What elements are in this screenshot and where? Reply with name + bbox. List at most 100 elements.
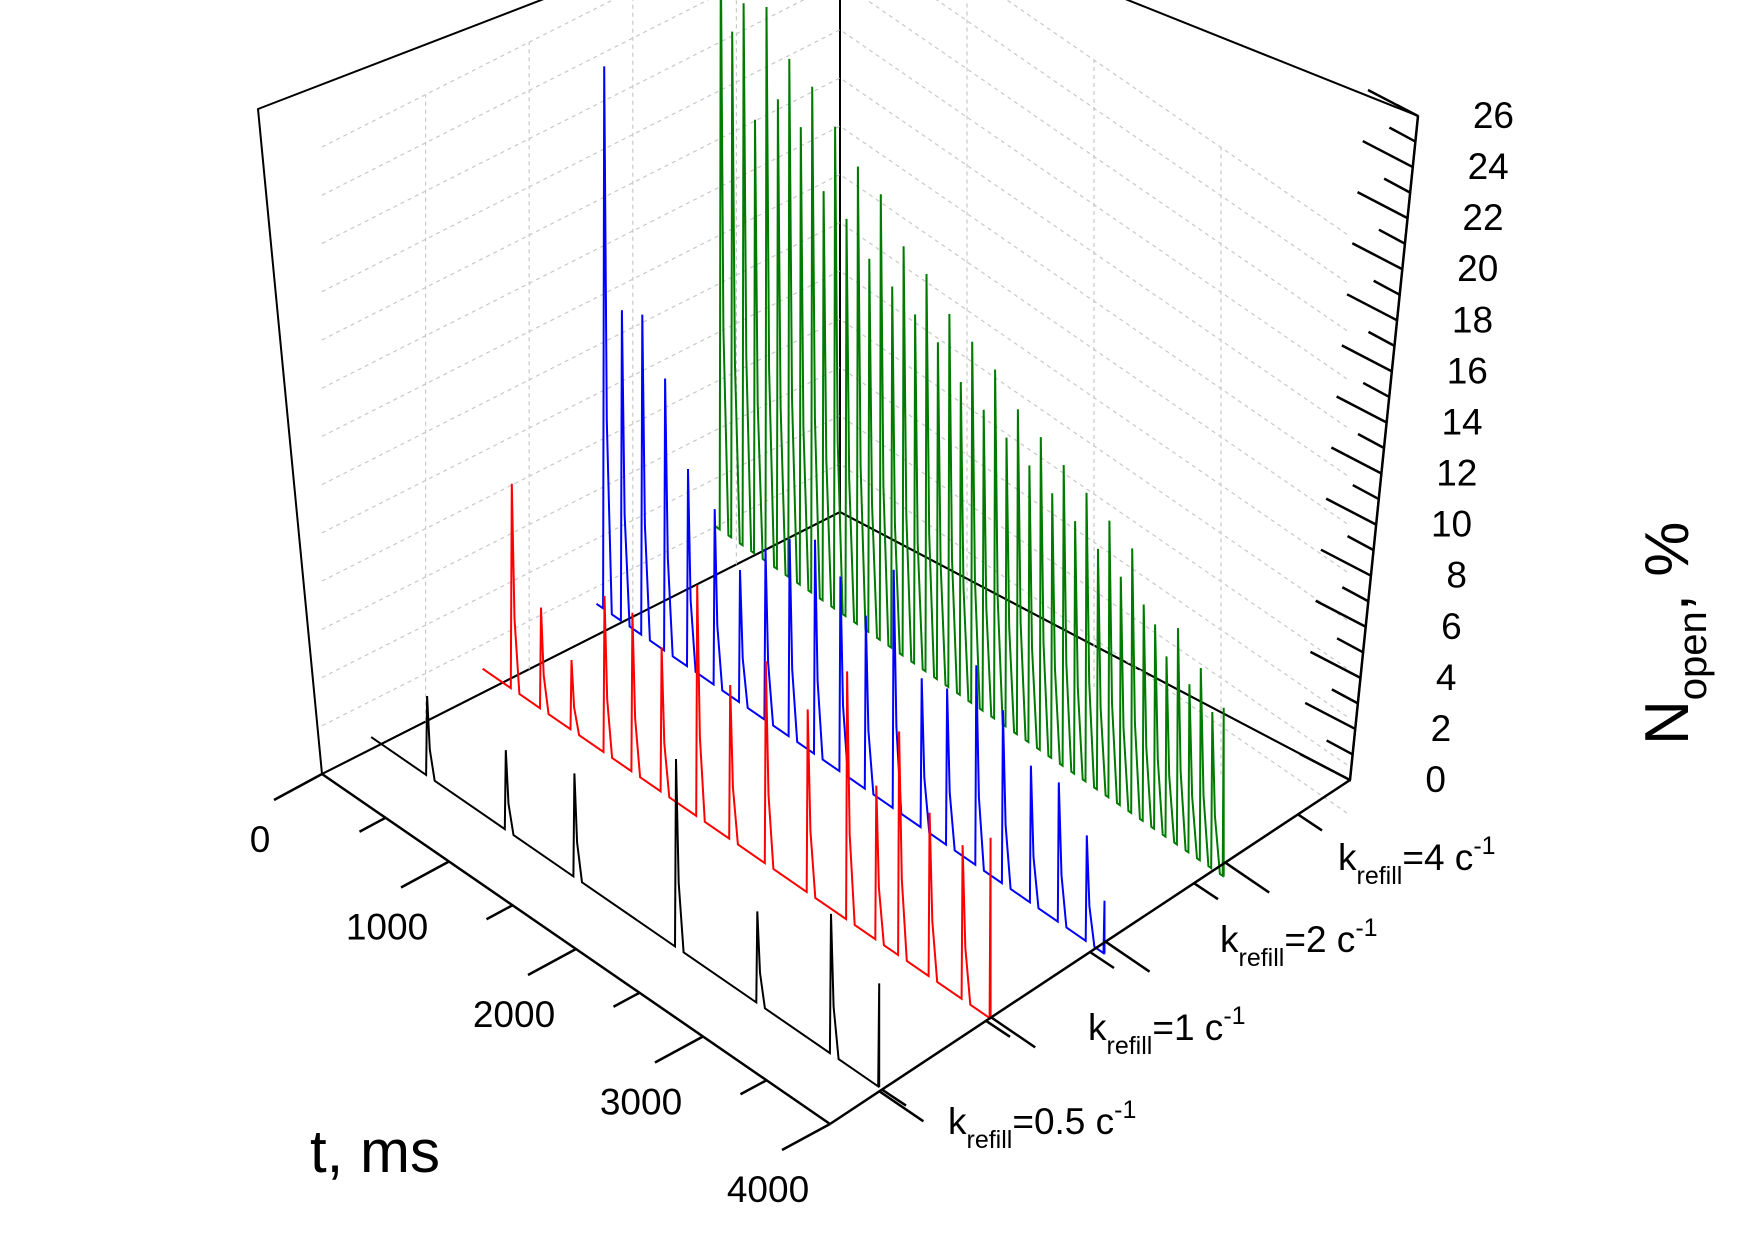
series-minor-tick bbox=[985, 1019, 1011, 1038]
x-tick-label: 2000 bbox=[473, 994, 555, 1035]
series-label-mid: =4 c bbox=[1402, 837, 1473, 878]
z-tick-label: 18 bbox=[1452, 299, 1493, 340]
z-tick bbox=[1325, 497, 1377, 526]
z-minor-tick bbox=[1341, 586, 1369, 603]
series-label-base: k bbox=[948, 1101, 967, 1142]
series-line bbox=[370, 695, 881, 1089]
z-tick-label: 20 bbox=[1457, 248, 1498, 289]
series-label-sup: -1 bbox=[1473, 832, 1495, 860]
series-tick bbox=[990, 1016, 1036, 1049]
series-label: krefill=2 c-1 bbox=[1220, 914, 1378, 972]
x-minor-tick bbox=[739, 1079, 768, 1096]
z-minor-tick bbox=[1362, 381, 1390, 399]
z-tick bbox=[1351, 242, 1403, 271]
z-minor-tick bbox=[1367, 330, 1396, 347]
z-axis-title-sub: open bbox=[1671, 611, 1715, 700]
x-tick-label: 4000 bbox=[727, 1169, 809, 1210]
series-minor-tick bbox=[1297, 813, 1323, 832]
grid-line bbox=[321, 28, 1349, 381]
x-minor-tick bbox=[612, 991, 641, 1008]
z-tick-label: 6 bbox=[1441, 606, 1462, 647]
z-tick-label: 4 bbox=[1436, 657, 1457, 698]
grid-line bbox=[321, 270, 1349, 622]
grid-line bbox=[321, 0, 1349, 284]
grid-line bbox=[321, 414, 1349, 767]
z-tick-label: 8 bbox=[1446, 555, 1467, 596]
z-tick bbox=[1341, 344, 1393, 373]
series-label-mid: =1 c bbox=[1152, 1007, 1223, 1048]
z-minor-tick bbox=[1383, 177, 1411, 194]
grid-line bbox=[321, 173, 1349, 525]
grid-line bbox=[321, 366, 1349, 718]
series-label-base: k bbox=[1220, 919, 1239, 960]
series-label-base: k bbox=[1338, 837, 1357, 878]
z-tick bbox=[1362, 139, 1414, 169]
z-axis-title: Nopen, % bbox=[1633, 522, 1715, 745]
z-minor-tick bbox=[1378, 228, 1406, 245]
z-tick bbox=[1367, 88, 1419, 118]
series-minor-tick bbox=[881, 1088, 907, 1107]
z-tick bbox=[1315, 599, 1367, 628]
series-label: krefill=1 c-1 bbox=[1088, 1002, 1246, 1060]
z-tick-label: 12 bbox=[1436, 453, 1477, 494]
z-minor-tick bbox=[1346, 535, 1375, 552]
series-label-sub: refill bbox=[967, 1126, 1013, 1154]
z-minor-tick bbox=[1373, 279, 1401, 296]
series-layer bbox=[370, 0, 1225, 1089]
z-tick-label: 14 bbox=[1441, 401, 1482, 442]
z-tick bbox=[1356, 191, 1409, 220]
grid-lines bbox=[321, 0, 1349, 815]
x-tick bbox=[273, 772, 323, 802]
grid-line bbox=[321, 318, 1349, 670]
z-tick bbox=[1336, 395, 1388, 424]
z-minor-tick bbox=[1331, 688, 1359, 705]
z-tick bbox=[1346, 293, 1398, 322]
x-axis-title: t, ms bbox=[310, 1118, 440, 1185]
z-tick-label: 24 bbox=[1468, 146, 1509, 187]
series-label-sup: -1 bbox=[1355, 914, 1377, 942]
x-tick-label: 0 bbox=[250, 819, 271, 860]
z-minor-tick bbox=[1336, 637, 1364, 654]
grid-line bbox=[321, 0, 1349, 236]
series-label-mid: =0.5 c bbox=[1012, 1101, 1114, 1142]
z-tick-label: 26 bbox=[1473, 95, 1514, 136]
series-label: krefill=0.5 c-1 bbox=[948, 1096, 1136, 1154]
z-tick bbox=[1299, 752, 1351, 782]
x-tick-label: 3000 bbox=[600, 1082, 682, 1123]
z-tick-label: 16 bbox=[1447, 350, 1488, 391]
series-label-sub: refill bbox=[1239, 944, 1285, 972]
series-line bbox=[482, 483, 992, 1020]
x-tick-label: 1000 bbox=[346, 907, 428, 948]
grid-line bbox=[321, 463, 1349, 815]
z-tick-label: 0 bbox=[1425, 759, 1446, 800]
x-minor-tick bbox=[358, 816, 387, 833]
z-axis-title-main: N bbox=[1633, 700, 1702, 745]
x-tick bbox=[654, 1035, 704, 1064]
grid-line bbox=[321, 125, 1349, 477]
series-label: krefill=4 c-1 bbox=[1338, 832, 1496, 890]
z-tick-label: 2 bbox=[1431, 708, 1452, 749]
back-floor-edge-left bbox=[321, 511, 841, 775]
x-tick bbox=[527, 947, 577, 977]
series-line bbox=[715, 0, 1225, 878]
z-tick-label: 22 bbox=[1462, 197, 1503, 238]
z-axis-title-suffix: , % bbox=[1633, 522, 1702, 612]
series-tick bbox=[1104, 940, 1151, 973]
series-minor-tick bbox=[1193, 882, 1219, 901]
grid-line bbox=[321, 0, 1349, 332]
x-tick bbox=[781, 1122, 831, 1152]
z-tick bbox=[1304, 701, 1356, 731]
svg-text:Nopen, %: Nopen, % bbox=[1633, 522, 1715, 745]
series-label-sub: refill bbox=[1357, 862, 1403, 890]
series-tick bbox=[1224, 861, 1270, 894]
series-label-sup: -1 bbox=[1114, 1096, 1136, 1124]
series-label-sup: -1 bbox=[1223, 1002, 1245, 1030]
grid-line bbox=[321, 221, 1349, 574]
x-tick bbox=[400, 860, 450, 889]
x-ticks: 0 1000 2000 3000 4000 bbox=[250, 772, 831, 1210]
z-minor-tick bbox=[1357, 432, 1385, 450]
